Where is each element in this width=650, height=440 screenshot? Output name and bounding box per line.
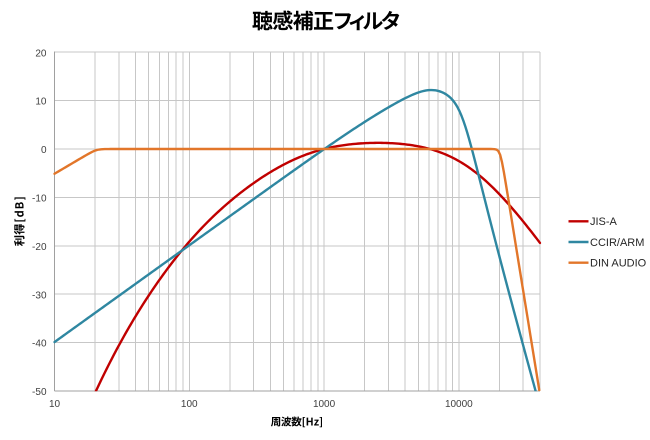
svg-text:-50: -50 xyxy=(32,387,47,398)
svg-text:CCIR/ARM: CCIR/ARM xyxy=(590,237,644,249)
svg-text:-20: -20 xyxy=(32,242,47,253)
svg-text:20: 20 xyxy=(35,48,47,59)
svg-text:0: 0 xyxy=(41,145,47,156)
svg-text:1000: 1000 xyxy=(313,399,336,410)
svg-text:10: 10 xyxy=(49,399,61,410)
svg-text:DIN AUDIO: DIN AUDIO xyxy=(590,258,647,270)
svg-text:100: 100 xyxy=(181,399,198,410)
svg-text:10: 10 xyxy=(35,97,47,108)
svg-text:-40: -40 xyxy=(32,339,47,350)
svg-text:JIS-A: JIS-A xyxy=(590,216,618,228)
svg-text:10000: 10000 xyxy=(445,399,473,410)
svg-text:-10: -10 xyxy=(32,194,47,205)
svg-text:-30: -30 xyxy=(32,290,47,301)
